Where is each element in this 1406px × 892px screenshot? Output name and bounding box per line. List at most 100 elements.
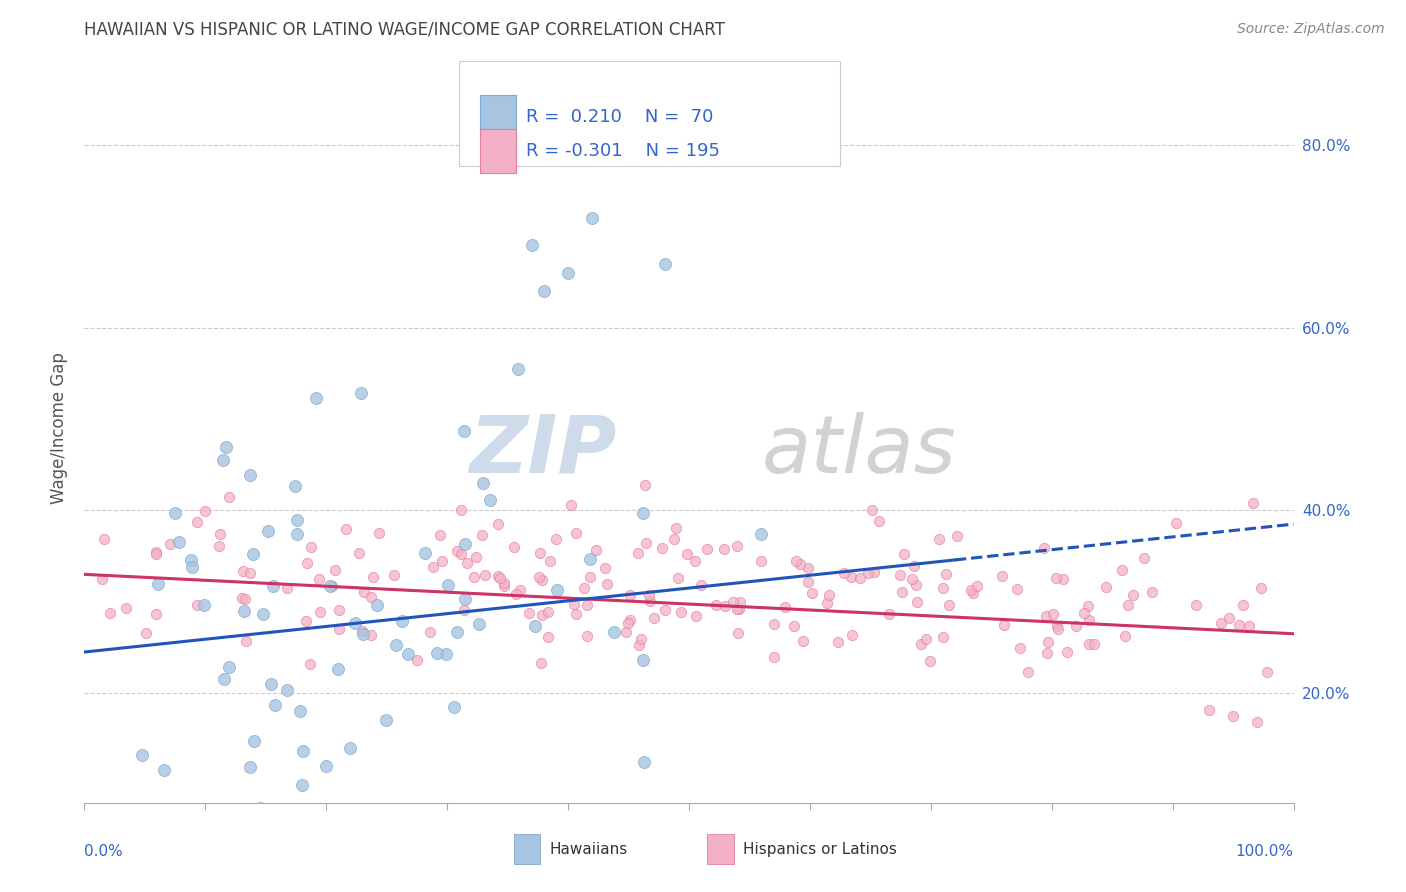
Point [676, 548, 699, 562]
Point [602, 625, 624, 640]
Point [181, 560, 204, 574]
Point [494, 579, 516, 593]
Point [353, 584, 375, 599]
Point [565, 607, 588, 621]
Point [725, 540, 748, 554]
Point [723, 595, 745, 609]
Point [1209, 616, 1232, 631]
Point [208, 539, 231, 553]
Point [426, 646, 449, 660]
Point [579, 570, 602, 584]
Point [959, 583, 981, 598]
Point [1047, 623, 1070, 637]
Point [575, 598, 598, 612]
Point [471, 476, 494, 491]
Point [1095, 580, 1118, 594]
Point [299, 540, 322, 554]
Point [530, 657, 553, 671]
FancyBboxPatch shape [479, 95, 516, 139]
FancyBboxPatch shape [460, 61, 841, 166]
Point [167, 534, 190, 549]
Text: atlas: atlas [762, 411, 956, 490]
Point [713, 542, 735, 557]
Point [1198, 703, 1220, 717]
Point [666, 570, 689, 584]
Text: R =  0.210    N =  70: R = 0.210 N = 70 [526, 108, 713, 126]
Point [454, 591, 477, 606]
Point [634, 536, 657, 550]
Point [249, 801, 271, 815]
Point [581, 211, 603, 225]
Point [616, 616, 638, 631]
Point [801, 586, 824, 600]
Point [797, 561, 820, 575]
Point [1052, 572, 1074, 586]
Point [596, 577, 619, 591]
Point [321, 579, 343, 593]
Point [910, 638, 932, 652]
Point [1005, 582, 1028, 597]
Point [560, 499, 582, 513]
Point [531, 608, 554, 623]
Point [1073, 606, 1095, 620]
Point [889, 567, 911, 582]
Point [631, 652, 654, 666]
Point [593, 560, 616, 574]
Point [464, 550, 486, 565]
Point [503, 541, 526, 555]
Point [538, 554, 561, 568]
Point [235, 634, 257, 648]
Point [651, 541, 673, 555]
Point [627, 546, 650, 560]
FancyBboxPatch shape [513, 834, 540, 864]
Point [529, 546, 551, 560]
Point [749, 527, 772, 541]
Point [193, 598, 215, 612]
Point [1218, 611, 1240, 625]
Text: 0.0%: 0.0% [84, 844, 124, 859]
Point [456, 557, 478, 571]
Point [868, 514, 890, 528]
Point [614, 624, 637, 639]
Point [368, 525, 391, 540]
Point [728, 602, 751, 616]
Point [100, 606, 122, 620]
Point [326, 662, 349, 676]
Point [638, 594, 661, 608]
Point [1046, 618, 1069, 632]
Point [562, 597, 585, 611]
Point [453, 603, 475, 617]
Point [305, 391, 328, 405]
Point [396, 648, 419, 662]
Point [131, 747, 153, 762]
Point [391, 614, 413, 628]
Point [537, 630, 560, 644]
Point [564, 526, 586, 541]
Y-axis label: Wage/Income Gap: Wage/Income Gap [49, 352, 67, 504]
Point [339, 741, 361, 756]
Point [232, 564, 254, 578]
Point [890, 585, 912, 599]
Point [508, 362, 530, 376]
Point [215, 440, 238, 454]
Point [728, 595, 751, 609]
Point [315, 759, 337, 773]
Point [350, 385, 373, 400]
Point [1035, 609, 1057, 624]
Point [145, 545, 167, 559]
Point [904, 578, 927, 592]
Point [478, 493, 501, 508]
Point [1078, 613, 1101, 627]
Point [631, 506, 654, 520]
Text: HAWAIIAN VS HISPANIC OR LATINO WAGE/INCOME GAP CORRELATION CHART: HAWAIIAN VS HISPANIC OR LATINO WAGE/INCO… [84, 21, 725, 38]
Point [903, 559, 925, 574]
Point [877, 607, 900, 621]
Point [762, 650, 785, 665]
Point [352, 627, 374, 641]
Point [1241, 496, 1264, 510]
Point [406, 653, 429, 667]
Point [1008, 640, 1031, 655]
Point [773, 599, 796, 614]
Point [413, 546, 436, 560]
Point [1036, 646, 1059, 660]
